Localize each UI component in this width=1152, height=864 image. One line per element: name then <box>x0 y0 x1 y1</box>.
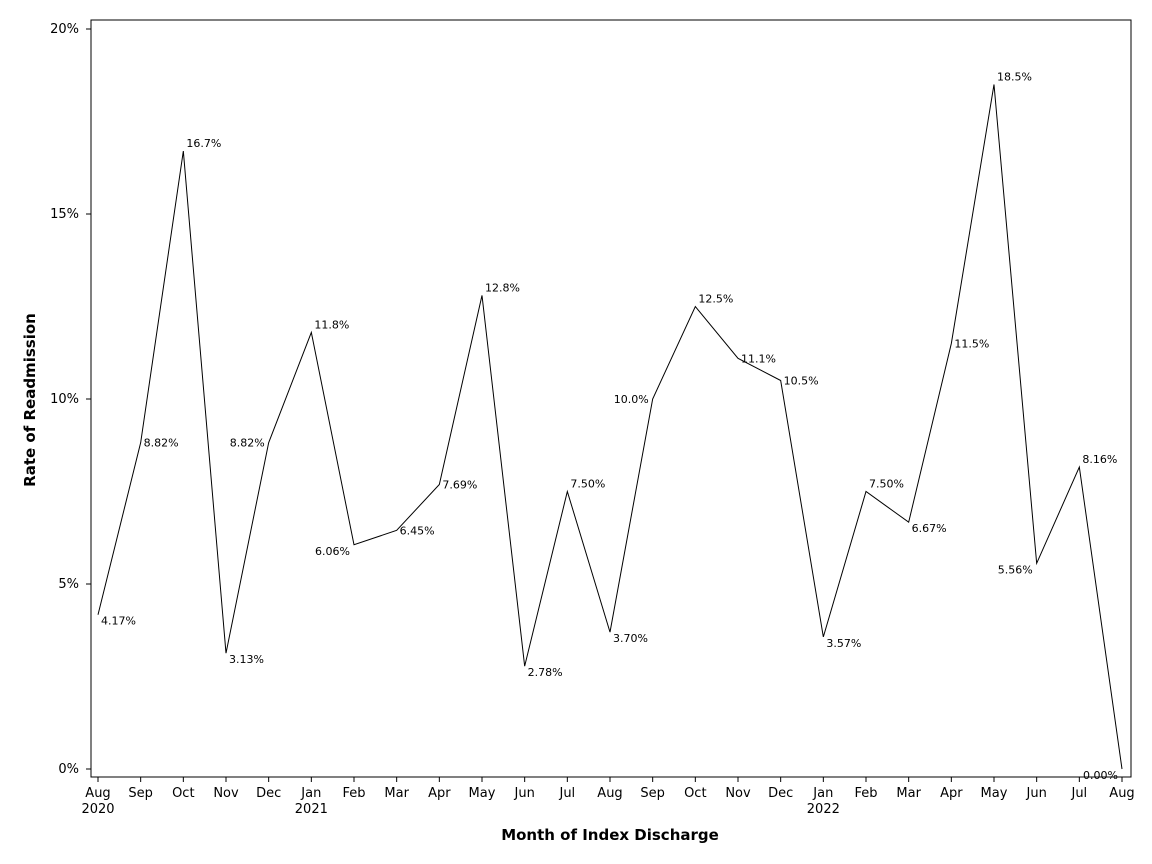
data-label: 10.0% <box>614 393 649 406</box>
data-label: 11.8% <box>314 318 349 331</box>
data-label: 3.57% <box>826 637 861 650</box>
data-label: 16.7% <box>186 137 221 150</box>
data-label: 10.5% <box>784 375 819 388</box>
x-tick-label: Sep <box>640 786 665 801</box>
data-label: 6.45% <box>400 524 435 537</box>
x-tick-label: Aug <box>85 786 110 801</box>
x-tick-label: Mar <box>384 786 409 801</box>
y-tick-label: 5% <box>58 577 79 592</box>
x-year-label: 2020 <box>81 802 114 817</box>
data-label: 11.1% <box>741 352 776 365</box>
y-tick-label: 20% <box>50 22 79 37</box>
x-tick-label: Mar <box>896 786 921 801</box>
x-tick-label: Jan <box>300 786 321 801</box>
x-tick-label: Aug <box>1109 786 1134 801</box>
y-axis: 0% 5% 10% 15% 20% <box>50 22 91 777</box>
x-axis: Aug Sep Oct Nov Dec Jan Feb Mar Apr May Jun Jul Aug S… <box>81 777 1135 817</box>
data-label: 5.56% <box>998 563 1033 576</box>
x-tick-label: Aug <box>597 786 622 801</box>
data-label: 0.00% <box>1083 769 1118 782</box>
data-label: 6.67% <box>912 522 947 535</box>
data-labels: 4.17% 8.82% 16.7% 3.13% 8.82% 11.8% 6.06% 6.45%… <box>101 71 1118 783</box>
x-tick-label: Feb <box>342 786 365 801</box>
data-label: 2.78% <box>528 666 563 679</box>
data-label: 8.16% <box>1082 453 1117 466</box>
x-tick-label: Oct <box>172 786 194 801</box>
y-axis-title: Rate of Readmission <box>21 313 39 487</box>
data-label: 3.70% <box>613 632 648 645</box>
x-tick-label: Apr <box>940 786 963 801</box>
data-label: 7.50% <box>570 478 605 491</box>
data-label: 8.82% <box>144 437 179 450</box>
data-label: 7.69% <box>442 478 477 491</box>
x-tick-label: Dec <box>256 786 281 801</box>
data-label: 8.82% <box>230 437 265 450</box>
x-tick-label: Feb <box>854 786 877 801</box>
x-tick-label: Jun <box>514 786 535 801</box>
x-tick-label: Dec <box>768 786 793 801</box>
x-tick-label: Nov <box>213 786 239 801</box>
x-tick-label: Nov <box>725 786 751 801</box>
data-label: 12.8% <box>485 281 520 294</box>
data-label: 12.5% <box>698 293 733 306</box>
y-tick-label: 0% <box>58 762 79 777</box>
readmission-rate-line <box>97 84 1123 770</box>
x-year-label: 2021 <box>295 802 328 817</box>
data-label: 7.50% <box>869 478 904 491</box>
y-tick-label: 15% <box>50 207 79 222</box>
x-tick-label: Sep <box>128 786 153 801</box>
x-tick-label: May <box>469 786 496 801</box>
data-label: 6.06% <box>315 545 350 558</box>
data-label: 11.5% <box>954 338 989 351</box>
data-label: 18.5% <box>997 71 1032 84</box>
x-tick-label: Jul <box>558 786 575 801</box>
x-tick-label: Jun <box>1026 786 1047 801</box>
x-tick-label: Apr <box>428 786 451 801</box>
x-tick-label: May <box>981 786 1008 801</box>
x-year-label: 2022 <box>807 802 840 817</box>
x-axis-title: Month of Index Discharge <box>501 826 719 844</box>
y-tick-label: 10% <box>50 392 79 407</box>
x-tick-label: Jul <box>1070 786 1087 801</box>
data-label: 4.17% <box>101 615 136 628</box>
data-label: 3.13% <box>229 653 264 666</box>
x-tick-label: Oct <box>684 786 706 801</box>
x-tick-label: Jan <box>812 786 833 801</box>
